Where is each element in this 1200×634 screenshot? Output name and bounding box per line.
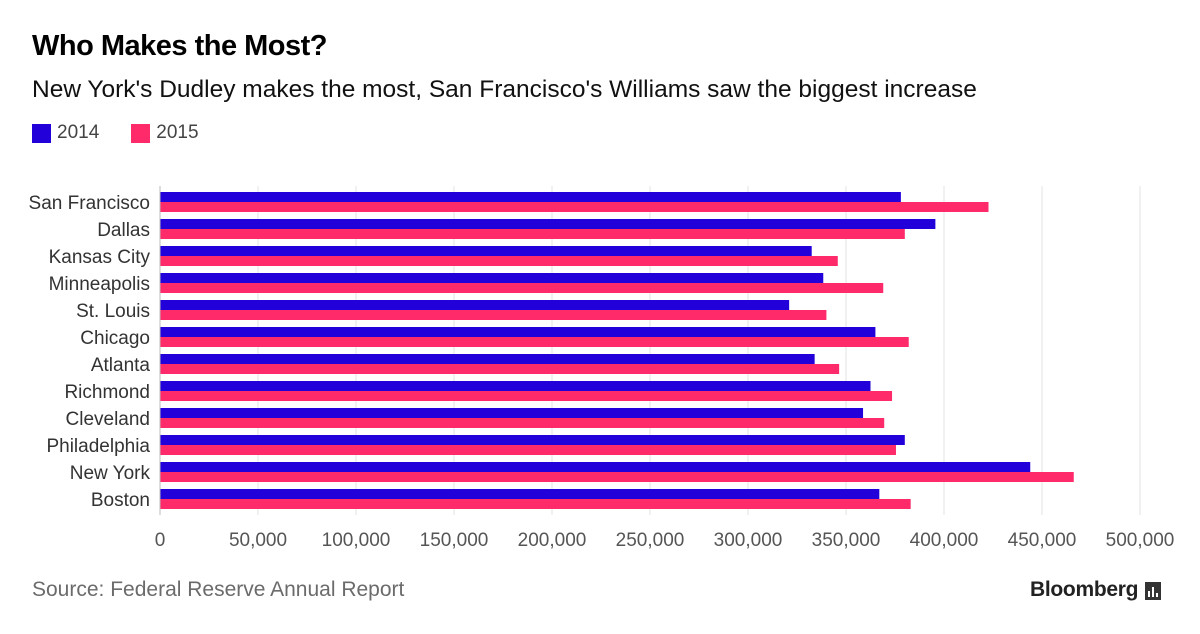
- bar-2015: [160, 364, 840, 374]
- bar-2014: [160, 300, 790, 310]
- bar-2015: [160, 472, 1074, 482]
- category-label: San Francisco: [29, 193, 150, 214]
- legend-swatch-2014: [32, 123, 51, 143]
- x-tick-label: 450,000: [1008, 530, 1077, 551]
- category-label: St. Louis: [76, 301, 150, 322]
- bar-2015: [160, 229, 905, 239]
- bar-2014: [160, 273, 824, 283]
- legend: 2014 2015: [32, 122, 231, 144]
- bar-2015: [160, 310, 827, 320]
- chart-subtitle: New York's Dudley makes the most, San Fr…: [32, 76, 977, 103]
- bar-2014: [160, 354, 815, 364]
- chart-title: Who Makes the Most?: [32, 30, 328, 62]
- category-label: Kansas City: [49, 247, 151, 268]
- bloomberg-terminal-icon: [1145, 582, 1162, 600]
- category-label: Dallas: [97, 220, 150, 241]
- source-note: Source: Federal Reserve Annual Report: [32, 578, 405, 601]
- category-label: Chicago: [80, 328, 150, 349]
- bar-2015: [160, 391, 893, 401]
- x-tick-label: 350,000: [812, 530, 881, 551]
- bar-2014: [160, 246, 812, 256]
- category-label: Cleveland: [66, 409, 151, 430]
- x-tick-label: 200,000: [518, 530, 587, 551]
- legend-label-2015: 2015: [156, 122, 199, 143]
- category-label: New York: [70, 463, 151, 484]
- legend-item-2014: 2014: [32, 122, 99, 144]
- bar-2015: [160, 202, 989, 212]
- legend-item-2015: 2015: [131, 122, 199, 144]
- category-label: Richmond: [64, 382, 150, 403]
- bar-2014: [160, 462, 1031, 472]
- bar-2015: [160, 418, 885, 428]
- brand-logo: Bloomberg: [1030, 578, 1162, 602]
- bar-2015: [160, 283, 884, 293]
- category-label: Boston: [91, 490, 150, 511]
- bar-2015: [160, 337, 909, 347]
- x-tick-label: 100,000: [322, 530, 391, 551]
- brand-name: Bloomberg: [1030, 578, 1139, 601]
- bar-2014: [160, 381, 871, 391]
- bar-2015: [160, 499, 911, 509]
- bar-2015: [160, 256, 838, 266]
- category-label: Atlanta: [91, 355, 151, 376]
- x-tick-label: 0: [155, 530, 166, 551]
- bar-2014: [160, 408, 864, 418]
- bar-2015: [160, 445, 896, 455]
- bar-2014: [160, 489, 880, 499]
- x-tick-label: 50,000: [229, 530, 287, 551]
- bar-2014: [160, 219, 936, 229]
- x-tick-label: 150,000: [420, 530, 489, 551]
- bar-2014: [160, 435, 905, 445]
- bar-2014: [160, 327, 876, 337]
- category-label: Minneapolis: [49, 274, 150, 295]
- x-tick-label: 250,000: [616, 530, 685, 551]
- bar-2014: [160, 192, 901, 202]
- x-tick-label: 500,000: [1106, 530, 1175, 551]
- x-tick-label: 400,000: [910, 530, 979, 551]
- legend-swatch-2015: [131, 123, 151, 143]
- category-label: Philadelphia: [46, 436, 150, 457]
- x-tick-label: 300,000: [714, 530, 783, 551]
- legend-label-2014: 2014: [57, 122, 100, 143]
